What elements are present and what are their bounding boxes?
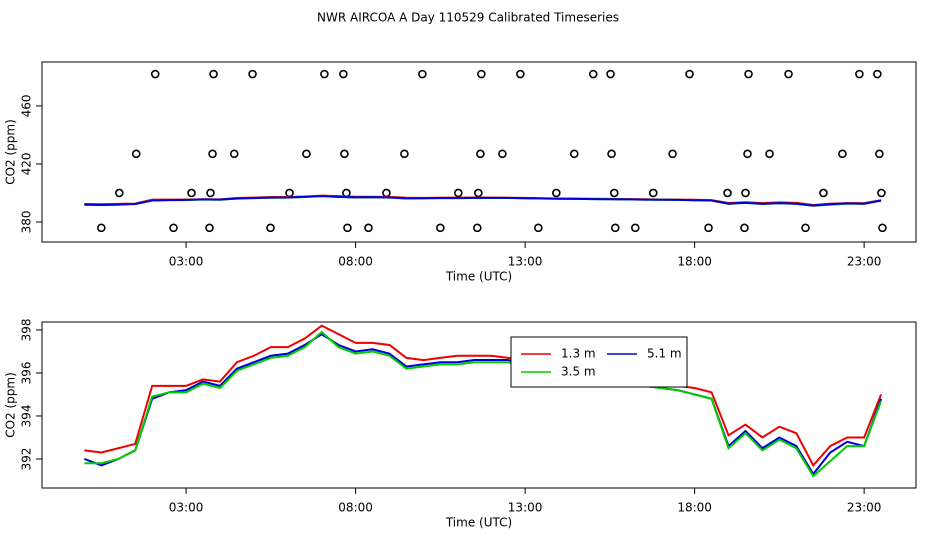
plot-frame <box>41 321 917 489</box>
point <box>838 149 847 159</box>
y-tick-label: 394 <box>20 405 34 428</box>
point <box>516 69 525 79</box>
point <box>150 69 160 79</box>
point <box>630 223 640 233</box>
point <box>364 223 373 233</box>
point <box>877 188 886 198</box>
point <box>606 69 615 79</box>
point <box>875 149 884 159</box>
point <box>320 69 329 79</box>
point <box>648 188 658 198</box>
point <box>668 149 677 159</box>
point <box>187 188 196 198</box>
point <box>473 223 482 233</box>
point <box>343 223 352 233</box>
y-tick-label: 380 <box>20 211 34 234</box>
x-tick-label: 23:00 <box>847 255 882 269</box>
point <box>765 149 774 159</box>
point <box>114 188 124 198</box>
legend-box <box>510 336 688 388</box>
y-axis-label: CO2 (ppm) <box>4 119 18 185</box>
point <box>169 223 178 233</box>
legend-label: 3.5 m <box>561 365 596 379</box>
point <box>229 149 239 159</box>
legend-label: 5.1 m <box>647 347 682 361</box>
point <box>436 223 445 233</box>
series-line <box>84 330 883 478</box>
point <box>723 188 732 198</box>
point <box>208 149 217 159</box>
point <box>209 69 218 79</box>
point <box>743 149 752 159</box>
x-tick-label: 08:00 <box>338 255 373 269</box>
plot-frame <box>41 61 917 243</box>
point <box>819 188 828 198</box>
y-tick-label: 398 <box>20 319 34 342</box>
point <box>801 223 810 233</box>
point <box>266 223 275 233</box>
x-axis-label: Time (UTC) <box>445 270 512 284</box>
point <box>498 149 507 159</box>
series-line <box>84 324 883 468</box>
y-tick-label: 392 <box>20 448 34 471</box>
point <box>97 223 106 233</box>
x-tick-label: 13:00 <box>508 255 543 269</box>
y-tick-label: 420 <box>20 153 34 176</box>
figure-title: NWR AIRCOA A Day 110529 Calibrated Times… <box>317 11 619 25</box>
point <box>400 149 409 159</box>
point <box>610 223 620 233</box>
point <box>206 188 215 198</box>
series-line <box>84 195 882 207</box>
point <box>569 149 579 159</box>
point <box>205 223 214 233</box>
point <box>477 69 486 79</box>
point <box>285 188 294 198</box>
point <box>534 223 543 233</box>
series-line <box>84 333 883 476</box>
point <box>551 188 561 198</box>
y-axis-label: CO2 (ppm) <box>4 372 18 438</box>
point <box>744 69 753 79</box>
point <box>382 188 391 198</box>
point <box>248 69 257 79</box>
legend-label: 1.3 m <box>561 347 596 361</box>
point <box>476 149 485 159</box>
x-tick-label: 18:00 <box>677 255 712 269</box>
point <box>784 69 793 79</box>
point <box>741 188 750 198</box>
point <box>131 149 141 159</box>
x-axis-label: Time (UTC) <box>445 516 512 530</box>
y-tick-label: 396 <box>20 362 34 385</box>
point <box>873 69 882 79</box>
point <box>340 149 349 159</box>
point <box>454 188 463 198</box>
point <box>855 69 864 79</box>
point <box>339 69 348 79</box>
x-tick-label: 13:00 <box>508 501 543 515</box>
x-tick-label: 08:00 <box>338 501 373 515</box>
point <box>609 188 619 198</box>
point <box>704 223 713 233</box>
x-tick-label: 23:00 <box>847 501 882 515</box>
point <box>474 188 483 198</box>
x-tick-label: 18:00 <box>677 501 712 515</box>
y-tick-label: 460 <box>20 94 34 117</box>
point <box>418 69 427 79</box>
point <box>302 149 311 159</box>
point <box>588 69 598 79</box>
x-tick-label: 03:00 <box>169 255 204 269</box>
point <box>878 223 887 233</box>
point <box>685 69 694 79</box>
point <box>740 223 749 233</box>
x-tick-label: 03:00 <box>169 501 204 515</box>
point <box>607 149 616 159</box>
